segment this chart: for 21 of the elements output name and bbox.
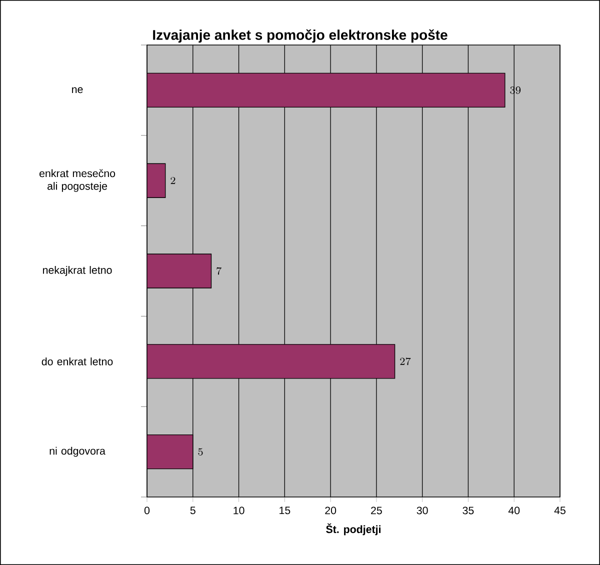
x-axis-title: Št. podjetji xyxy=(326,523,381,536)
x-tick-label: 40 xyxy=(508,506,520,514)
y-tick-label: nekajkrat letno xyxy=(43,266,112,276)
x-tick-label: 20 xyxy=(325,506,336,514)
y-tick-label: ne xyxy=(72,87,83,94)
x-tick-label: 30 xyxy=(416,506,428,514)
x-tick-label: 0 xyxy=(144,506,150,514)
x-tick-label: 25 xyxy=(371,506,382,514)
x-tick-label: 45 xyxy=(554,506,566,514)
y-tick-label: do enkrat letno xyxy=(42,357,113,366)
y-tick-label: enkrat mesečno ali pogosteje xyxy=(40,169,116,192)
data-label: 5 xyxy=(198,448,203,456)
data-label: 2 xyxy=(170,176,176,184)
y-tick-label: ni odgovora xyxy=(50,446,106,457)
x-tick-label: 10 xyxy=(234,506,244,514)
x-tick-label: 35 xyxy=(462,506,474,514)
chart-title: Izvajanje anket s pomočjo elektronske pošte xyxy=(153,29,448,43)
x-tick-label: 5 xyxy=(190,506,196,514)
data-label: 27 xyxy=(400,358,411,366)
data-label: 7 xyxy=(216,267,222,275)
x-tick-label: 15 xyxy=(280,506,290,514)
